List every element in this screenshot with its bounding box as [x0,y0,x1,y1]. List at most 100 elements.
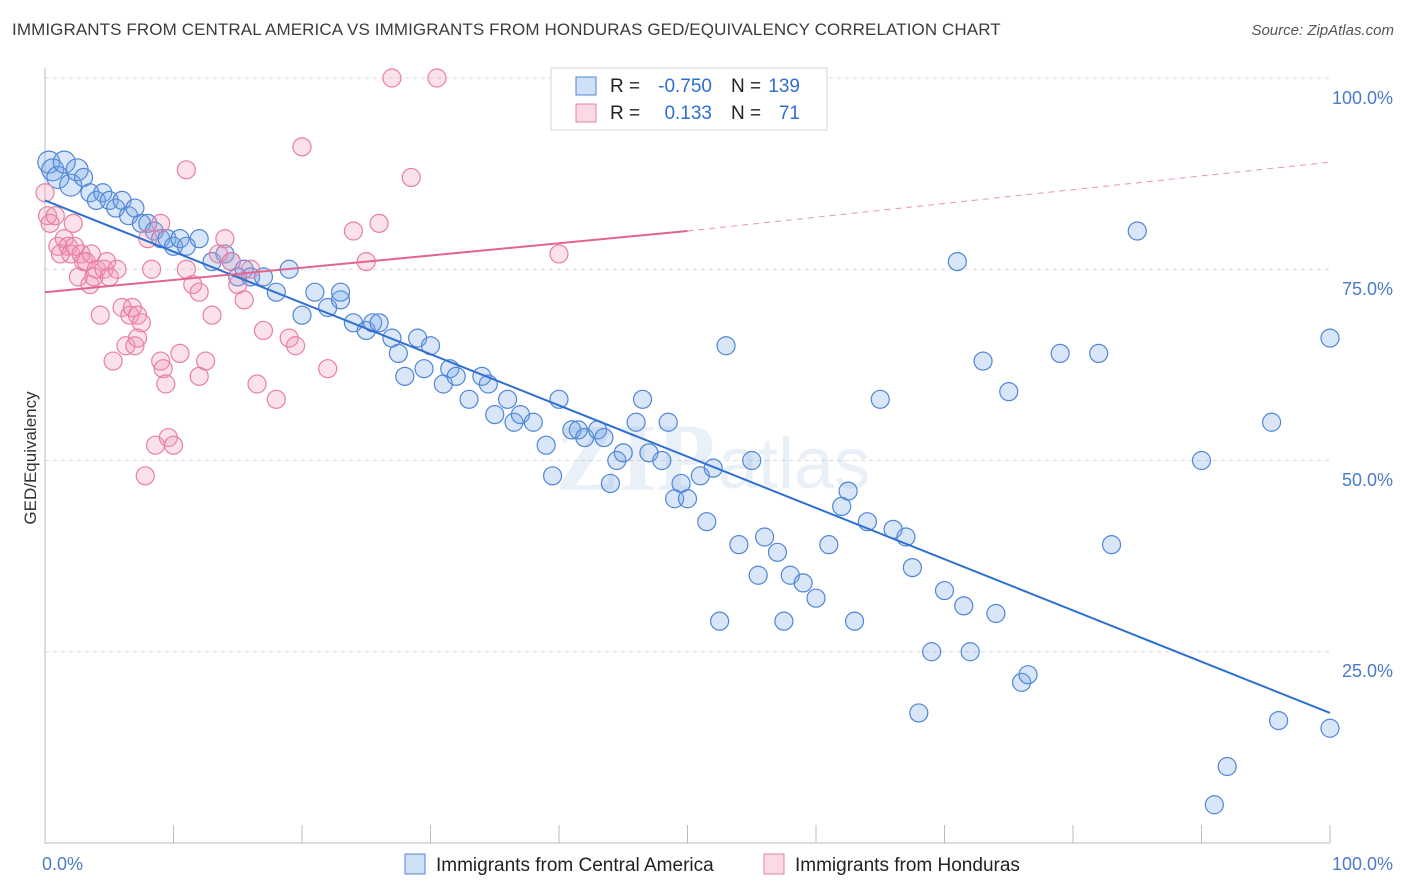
pink-point-66 [127,328,148,348]
x-tick-label-0: 0.0% [42,854,83,874]
pink-point-21 [103,351,123,371]
pink-point-64 [427,68,447,88]
blue-point-109 [999,382,1019,402]
blue-point-82 [716,336,736,356]
pink-point-29 [131,313,151,333]
blue-point-33 [292,305,312,325]
blue-point-102 [922,642,942,662]
pink-point-23 [112,297,132,318]
pink-point-38 [163,435,184,455]
pink-point-68 [81,244,101,264]
pink-point-69 [151,213,171,233]
blue-point-115 [1127,221,1147,241]
blue-point-74 [658,412,678,432]
pink-point-48 [221,252,241,272]
pink-point-45 [202,305,222,325]
pink-point-53 [253,320,274,341]
blue-point-63 [568,420,588,440]
blue-point-41 [369,313,389,333]
blue-point-104 [947,252,967,272]
blue-point-106 [960,642,980,662]
blue-point-110 [1011,672,1032,692]
blue-point-111 [1018,665,1038,685]
blue-point-92 [819,535,839,555]
grid-lines [45,77,1330,653]
pink-point-22 [107,259,127,279]
pink-point-15 [84,267,104,287]
blue-point-105 [954,596,974,616]
y-tick-label-100: 100.0% [1332,88,1393,108]
pink-point-65 [549,244,569,264]
blue-point-25 [215,244,235,264]
blue-point-108 [986,603,1006,624]
blue-point-66 [594,427,614,448]
blue-point-58 [523,412,543,432]
pink-point-40 [176,160,196,180]
stats-legend-swatch-pink [575,103,597,123]
legend-label-honduras: Immigrants from Honduras [795,855,1020,876]
blue-point-122 [1320,328,1340,348]
blue-point-77 [677,489,698,509]
stats-legend: R = -0.750 N = 139 R = 0.133 N = 71 [550,67,828,131]
blue-point-113 [1089,343,1109,363]
blue-point-116 [1191,450,1212,471]
pink-point-70 [63,213,83,233]
blue-point-71 [632,389,653,409]
y-axis-title: GED/Equivalency [21,391,40,525]
pink-point-19 [97,252,117,272]
pink-point-39 [170,343,190,363]
blue-point-37 [330,282,351,302]
blue-point-51 [459,389,479,409]
blue-point-4 [52,150,76,174]
blue-point-68 [607,450,627,471]
blue-point-91 [806,588,826,608]
blue-point-21 [170,229,190,249]
blue-point-23 [189,229,209,249]
trend-line-honduras-extension [687,161,1331,232]
pink-point-44 [196,351,216,371]
blue-point-83 [729,535,749,555]
stats-legend-n-label-pink: N = [731,103,761,124]
pink-point-54 [266,389,286,409]
legend-label-central-america: Immigrants from Central America [436,855,714,876]
blue-point-44 [395,366,415,386]
pink-point-32 [142,259,162,279]
blue-point-87 [767,542,788,562]
stats-legend-n-label-blue: N = [731,76,761,97]
blue-point-60 [542,466,563,486]
series-legend: Immigrants from Central America Immigran… [404,853,1020,876]
stats-legend-n-value-blue: 139 [768,76,800,97]
pink-point-1 [37,206,58,226]
x-tick-label-100: 100.0% [1332,854,1393,874]
stats-legend-r-label-pink: R = [610,103,640,124]
y-tick-label-50: 50.0% [1342,470,1393,490]
blue-point-80 [703,458,723,478]
blue-point-56 [504,412,524,432]
pink-point-51 [241,259,261,279]
blue-point-90 [793,573,813,593]
blue-point-36 [330,290,351,310]
blue-point-95 [844,611,865,631]
pink-point-9 [64,236,85,256]
pink-point-58 [318,359,338,379]
blue-point-120 [1320,718,1340,738]
pink-point-47 [215,229,235,249]
pink-point-27 [125,336,145,356]
blue-point-3 [59,173,83,197]
pink-point-10 [68,267,89,287]
blue-point-34 [305,282,325,302]
blue-point-84 [742,450,762,471]
trend-line-central-america [44,199,1331,714]
pink-point-34 [151,351,171,371]
trend-lines [44,161,1331,714]
pink-point-35 [153,359,173,379]
pink-point-55 [279,328,299,348]
blue-point-79 [697,512,717,532]
stats-legend-box [550,67,828,131]
blue-point-100 [902,557,922,578]
pink-point-36 [156,374,176,394]
blue-point-50 [446,366,466,386]
pink-point-61 [369,213,389,233]
pink-point-25 [120,305,140,325]
pink-point-17 [90,305,110,325]
